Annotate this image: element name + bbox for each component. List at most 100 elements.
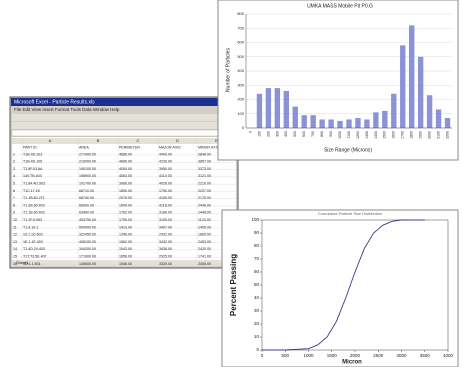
- cell: T1.2B.60.403: [23, 203, 45, 207]
- bar: [284, 91, 289, 128]
- formula-bar: [12, 130, 236, 136]
- cell: 2207.00: [198, 189, 211, 193]
- column-letter: A: [49, 138, 52, 143]
- cell: 1660.00: [198, 233, 211, 237]
- cell: T1.1B.60.403: [23, 211, 45, 215]
- x-tick-label: 500: [293, 131, 297, 137]
- cell: 1656.00: [119, 254, 132, 258]
- cell: 4685.00: [119, 152, 132, 156]
- y-tick-label: 100: [237, 111, 244, 116]
- y-tick-label: 40: [254, 295, 260, 300]
- cell: 4400.00: [159, 152, 172, 156]
- cell: 4118.00: [159, 203, 172, 207]
- x-tick-label: 1200: [356, 131, 360, 139]
- cell: 66900.00: [79, 203, 94, 207]
- y-tick-label: 70: [254, 256, 260, 261]
- cell: 2446.00: [198, 203, 211, 207]
- bar: [409, 25, 414, 128]
- cell: 4685.00: [119, 160, 132, 164]
- cell: 3432.00: [159, 240, 172, 244]
- cell: 1405.00: [198, 225, 211, 229]
- bar: [418, 57, 423, 128]
- cell: 322450.00: [79, 233, 96, 237]
- bar: [355, 118, 360, 128]
- x-tick-label: 1000: [303, 353, 314, 358]
- row-number: 4: [13, 174, 15, 178]
- cell: 2453.00: [198, 240, 211, 244]
- x-tick-label: 1100: [347, 131, 351, 139]
- cell: 68710.00: [79, 189, 94, 193]
- x-axis-label: Micron: [342, 360, 362, 366]
- y-tick-label: 400: [237, 68, 244, 73]
- bar: [427, 95, 432, 128]
- spreadsheet-window: Microsoft Excel - Particle Results.xls F…: [10, 97, 238, 268]
- x-tick-label: 1500: [327, 353, 338, 358]
- row-number: 2: [13, 160, 15, 164]
- cell: 344200.00: [79, 247, 96, 251]
- cell: 2848.00: [198, 152, 211, 156]
- cell: 3195.00: [159, 218, 172, 222]
- cell: 3966.00: [119, 181, 132, 185]
- y-tick-label: 80: [254, 243, 260, 248]
- cell: T1.5F.03.6A: [23, 167, 43, 171]
- x-tick-label: 800: [320, 131, 324, 137]
- x-tick-label: 2000: [350, 353, 361, 358]
- x-tick-label: 1700: [401, 131, 405, 139]
- cell: 3950.00: [159, 167, 172, 171]
- bar: [319, 119, 324, 128]
- bar: [436, 109, 441, 128]
- collage: Microsoft Excel - Particle Results.xls F…: [0, 0, 463, 367]
- x-tick-label: 1400: [374, 131, 378, 139]
- column-letter: C: [137, 138, 140, 143]
- cell: 171900.00: [79, 254, 96, 258]
- cell: 3320.00: [159, 262, 172, 266]
- bar: [266, 88, 271, 128]
- window-title: Microsoft Excel - Particle Results.xls: [14, 99, 95, 105]
- column-header: AREA: [79, 145, 89, 149]
- cell: 2405.00: [198, 262, 211, 266]
- x-tick-label: 2500: [373, 353, 384, 358]
- row-number: 3: [13, 167, 15, 171]
- column-letter: D: [176, 138, 179, 143]
- cell: 1346.00: [119, 233, 132, 237]
- x-tick-label: 2200: [445, 131, 449, 139]
- cell: 1543.00: [119, 247, 132, 251]
- bar: [400, 45, 405, 128]
- cell: T1B.4D.105: [23, 160, 42, 164]
- row-number: 9: [13, 211, 15, 215]
- row-number: 6: [13, 189, 15, 193]
- bar: [257, 94, 262, 128]
- cell: T1.84.4G.503: [23, 181, 45, 185]
- cell: 1750.00: [159, 189, 172, 193]
- cell: 1E.1.1E.403: [23, 240, 43, 244]
- cell: 68740.00: [79, 196, 94, 200]
- cell: 408100.00: [79, 240, 96, 244]
- cell: T1.1B.60.2T1: [23, 196, 45, 200]
- x-tick-label: 900: [329, 131, 333, 137]
- cell: T1.4D.2V.403: [23, 247, 45, 251]
- x-tick-label: 4000: [443, 353, 454, 358]
- sheet-tab: Sheet1: [16, 260, 29, 265]
- cell: 3189.00: [159, 211, 172, 215]
- x-tick-label: 2100: [436, 131, 440, 139]
- row-number: 11: [13, 225, 17, 229]
- cell: 1546.00: [119, 262, 132, 266]
- bar: [346, 119, 351, 128]
- x-tick-label: 200: [266, 131, 270, 137]
- cell: 554000.00: [79, 225, 96, 229]
- y-tick-label: 700: [237, 25, 244, 30]
- cell: T1.8.10.1: [23, 225, 38, 229]
- cell: 63400.00: [79, 211, 94, 215]
- y-tick-label: 100: [251, 217, 259, 222]
- cell: 4050.00: [119, 167, 132, 171]
- cell: 2175.00: [198, 196, 211, 200]
- cell: 1133.00: [198, 218, 211, 222]
- cell: 1654.00: [119, 203, 132, 207]
- bar: [310, 115, 315, 128]
- x-tick-label: 3000: [396, 353, 407, 358]
- x-tick-label: 2000: [428, 131, 432, 139]
- cell: 198900.00: [79, 174, 96, 178]
- cell: 2932.00: [159, 233, 172, 237]
- cell: 1741.00: [198, 254, 211, 258]
- cell: 10.1.1D.603: [23, 233, 43, 237]
